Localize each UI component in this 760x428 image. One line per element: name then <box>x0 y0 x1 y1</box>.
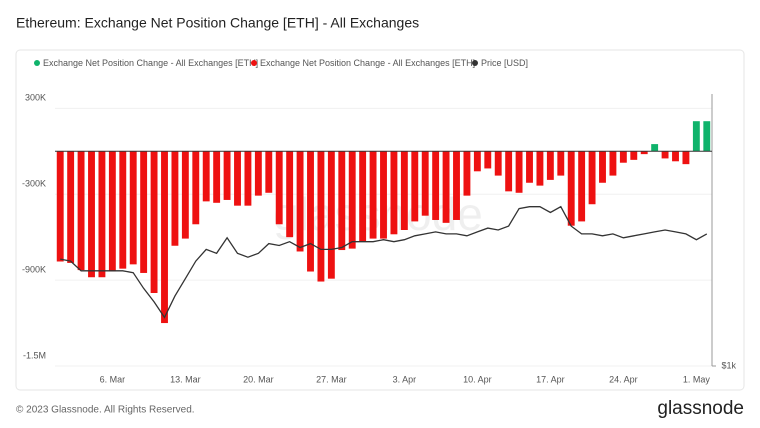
bar <box>473 151 481 172</box>
bar <box>223 151 231 200</box>
bar <box>630 151 638 160</box>
bar <box>296 151 304 252</box>
legend-label: Exchange Net Position Change - All Excha… <box>43 58 258 68</box>
bar <box>682 151 690 165</box>
bar <box>98 151 106 278</box>
legend-marker <box>472 60 478 66</box>
legend-label: Price [USD] <box>481 58 528 68</box>
watermark: glassnode <box>273 188 483 240</box>
bar <box>129 151 137 265</box>
x-tick-label: 3. Apr <box>393 374 417 384</box>
bar <box>567 151 575 226</box>
bar <box>578 151 586 222</box>
bar <box>254 151 262 196</box>
bar <box>411 151 419 222</box>
x-tick-label: 27. Mar <box>316 374 347 384</box>
bar <box>192 151 200 225</box>
bar <box>557 151 565 176</box>
legend-marker <box>34 60 40 66</box>
y-tick-label: -1.5M <box>23 350 46 360</box>
x-tick-label: 17. Apr <box>536 374 565 384</box>
x-tick-label: 13. Mar <box>170 374 201 384</box>
bar <box>400 151 408 230</box>
bar <box>348 151 356 249</box>
bar <box>317 151 325 282</box>
chart-title: Ethereum: Exchange Net Position Change [… <box>16 15 419 31</box>
legend-marker <box>251 60 257 66</box>
footer: © 2023 Glassnode. All Rights Reserved. <box>16 405 195 416</box>
bar <box>546 151 554 180</box>
bar <box>651 144 659 152</box>
bar <box>244 151 252 206</box>
bar <box>150 151 158 293</box>
bar <box>88 151 95 278</box>
bar <box>119 151 127 269</box>
bar <box>526 151 533 183</box>
legend-label: Exchange Net Position Change - All Excha… <box>260 58 475 68</box>
bar <box>265 151 273 193</box>
bar <box>463 151 471 196</box>
bar <box>286 151 294 238</box>
x-tick-label: 20. Mar <box>243 374 274 384</box>
logo: glassnode <box>657 398 744 419</box>
bar <box>380 151 387 239</box>
x-tick-label: 10. Apr <box>463 374 492 384</box>
bar <box>327 151 335 279</box>
bar <box>599 151 606 183</box>
bar <box>140 151 148 273</box>
bar <box>505 151 513 192</box>
y-tick-label: -900K <box>22 264 46 274</box>
bar <box>56 151 64 262</box>
bar <box>661 151 669 159</box>
bar <box>338 151 346 251</box>
bar <box>453 151 460 220</box>
bar <box>672 151 679 162</box>
bar <box>181 151 189 239</box>
bar <box>307 151 314 272</box>
bar <box>161 151 168 324</box>
price-line <box>60 205 708 319</box>
chart-frame <box>15 49 745 391</box>
y-tick-label: 300K <box>25 93 46 103</box>
bar <box>359 151 367 242</box>
bar <box>588 151 596 205</box>
bar <box>703 121 711 152</box>
bar <box>108 151 116 272</box>
bar <box>171 151 179 246</box>
bar <box>484 151 492 169</box>
y2-tick-label: $1k <box>721 360 736 370</box>
bar <box>536 151 544 186</box>
x-tick-label: 1. May <box>683 374 711 384</box>
bar <box>494 151 502 176</box>
bar <box>390 151 398 235</box>
bar <box>421 151 429 216</box>
bar <box>213 151 221 203</box>
bar <box>369 151 377 239</box>
bar <box>234 151 241 206</box>
x-tick-label: 24. Apr <box>609 374 638 384</box>
bar <box>442 151 450 223</box>
bar <box>202 151 210 202</box>
bar <box>609 151 617 176</box>
bar <box>275 151 283 225</box>
bar <box>640 151 648 155</box>
bar <box>67 151 75 263</box>
bar <box>692 121 700 152</box>
bar <box>432 151 440 220</box>
y-tick-label: -300K <box>22 179 46 189</box>
x-tick-label: 6. Mar <box>100 374 126 384</box>
bar <box>619 151 627 163</box>
bar <box>77 151 85 271</box>
bar <box>515 151 523 193</box>
